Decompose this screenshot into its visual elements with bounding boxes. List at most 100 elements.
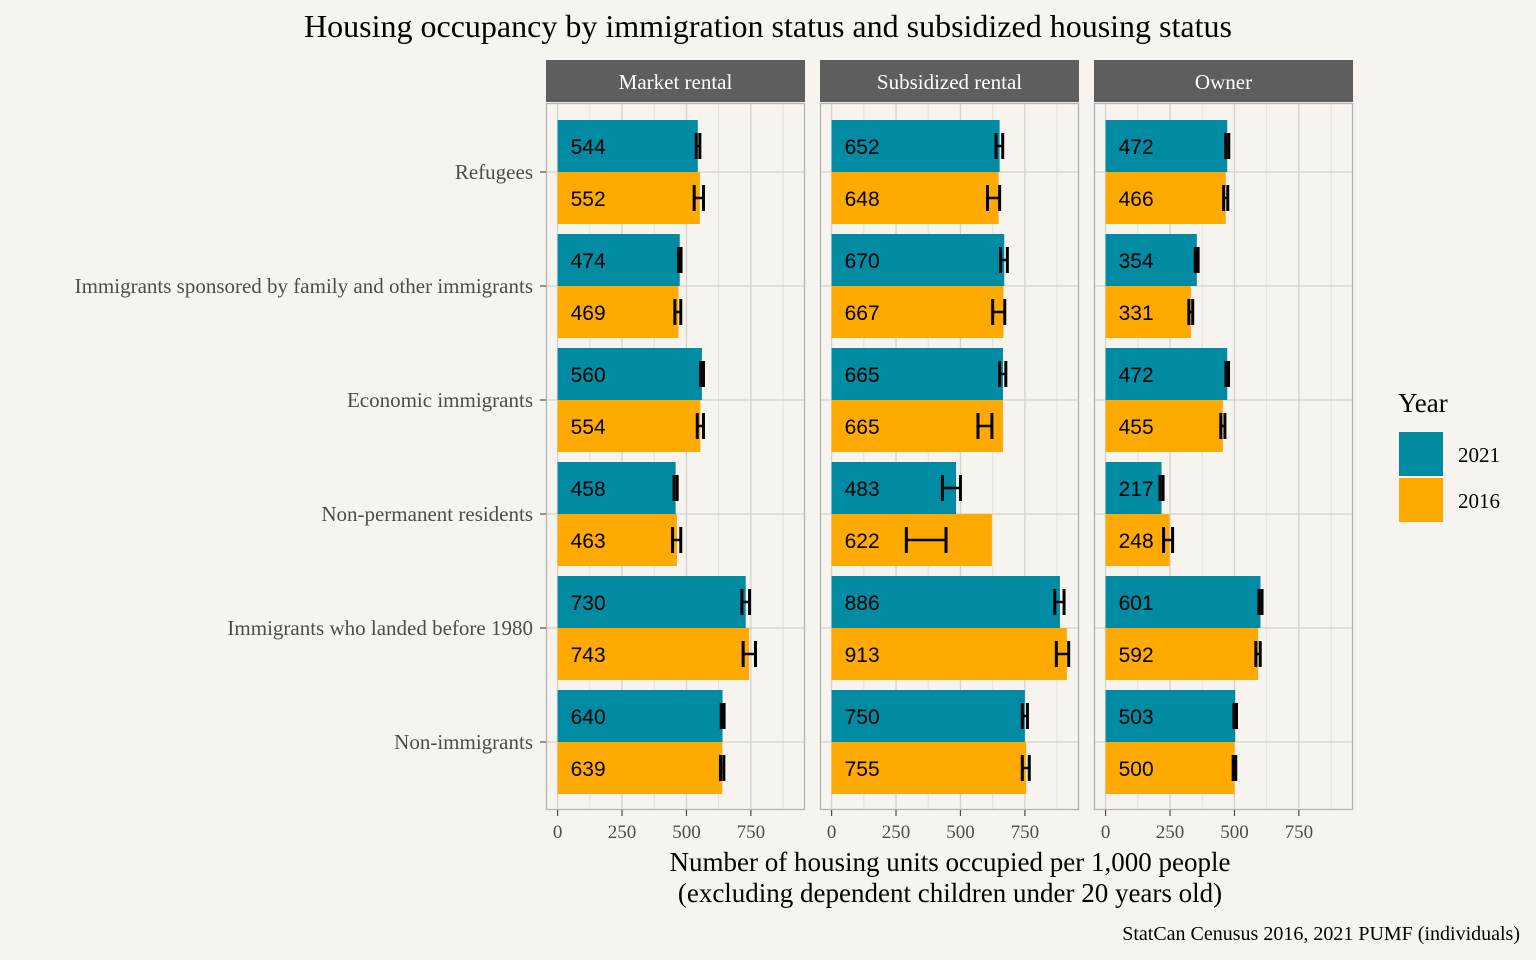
bar-market-rental-economic-immigrants-2021: [557, 348, 702, 400]
data-label-owner-refugees-2016: 466: [1119, 188, 1154, 211]
error-bar-subsidized-rental-immigrants-sponsored-by-family-and-other-immigrants-2021: [999, 247, 1009, 273]
data-label-owner-immigrants-sponsored-by-family-and-other-immigrants-2021: 354: [1119, 250, 1154, 273]
bar-subsidized-rental-non-immigrants-2021: [831, 690, 1025, 742]
error-bar-market-rental-economic-immigrants-2021: [699, 361, 705, 387]
bar-subsidized-rental-immigrants-sponsored-by-family-and-other-immigrants-2021: [831, 234, 1005, 286]
error-bar-owner-non-permanent-residents-2016: [1162, 527, 1175, 553]
error-bar-market-rental-non-immigrants-2016: [718, 755, 726, 781]
strip-subsidized-rental: [820, 60, 1079, 102]
data-label-owner-non-immigrants-2016: 500: [1119, 758, 1154, 781]
data-label-subsidized-rental-non-permanent-residents-2016: 622: [845, 530, 880, 553]
data-label-market-rental-economic-immigrants-2016: 554: [571, 416, 606, 439]
bar-subsidized-rental-immigrants-sponsored-by-family-and-other-immigrants-2016: [831, 286, 1004, 338]
error-bar-owner-non-permanent-residents-2021: [1158, 475, 1165, 501]
data-label-market-rental-non-permanent-residents-2016: 463: [571, 530, 606, 553]
x-tick-label: 750: [1011, 822, 1040, 843]
x-tick-label: 750: [737, 822, 766, 843]
bar-owner-refugees-2016: [1105, 172, 1226, 224]
bar-owner-immigrants-who-landed-before-1980-2016: [1105, 628, 1259, 680]
data-label-owner-immigrants-sponsored-by-family-and-other-immigrants-2016: 331: [1119, 302, 1154, 325]
legend-label-2016: 2016: [1458, 489, 1500, 513]
error-bar-subsidized-rental-non-immigrants-2016: [1020, 755, 1031, 781]
bar-subsidized-rental-non-immigrants-2016: [831, 742, 1027, 794]
bar-subsidized-rental-non-permanent-residents-2021: [831, 462, 957, 514]
legend-title: Year: [1398, 388, 1448, 418]
error-bar-owner-non-immigrants-2021: [1232, 703, 1239, 729]
bar-owner-immigrants-sponsored-by-family-and-other-immigrants-2021: [1105, 234, 1197, 286]
panel-border-market-rental: [545, 102, 806, 811]
error-bar-subsidized-rental-immigrants-sponsored-by-family-and-other-immigrants-2016: [991, 299, 1007, 325]
error-bar-subsidized-rental-non-permanent-residents-2016: [904, 527, 948, 553]
bar-subsidized-rental-economic-immigrants-2021: [831, 348, 1003, 400]
category-label-immigrants-who-landed-before-1980: Immigrants who landed before 1980: [227, 616, 533, 640]
data-label-subsidized-rental-refugees-2016: 648: [845, 188, 880, 211]
chart-title: Housing occupancy by immigration status …: [304, 8, 1232, 44]
error-bar-subsidized-rental-economic-immigrants-2016: [976, 413, 994, 439]
error-bar-subsidized-rental-non-immigrants-2021: [1020, 703, 1029, 729]
x-tick-label: 0: [553, 822, 563, 843]
data-label-subsidized-rental-immigrants-sponsored-by-family-and-other-immigrants-2016: 667: [845, 302, 880, 325]
bar-subsidized-rental-refugees-2016: [831, 172, 999, 224]
strip-label-market-rental: Market rental: [619, 70, 733, 94]
bar-owner-non-immigrants-2016: [1105, 742, 1235, 794]
x-tick-label: 500: [672, 822, 701, 843]
data-label-owner-non-permanent-residents-2021: 217: [1119, 478, 1154, 501]
error-bar-owner-economic-immigrants-2021: [1224, 361, 1231, 387]
data-label-owner-economic-immigrants-2016: 455: [1119, 416, 1154, 439]
data-label-owner-immigrants-who-landed-before-1980-2021: 601: [1119, 592, 1154, 615]
bar-subsidized-rental-immigrants-who-landed-before-1980-2016: [831, 628, 1067, 680]
bar-market-rental-economic-immigrants-2016: [557, 400, 701, 452]
data-label-market-rental-refugees-2016: 552: [571, 188, 606, 211]
bar-subsidized-rental-refugees-2021: [831, 120, 1000, 172]
error-bar-owner-non-immigrants-2016: [1231, 755, 1238, 781]
strip-label-subsidized-rental: Subsidized rental: [877, 70, 1022, 94]
bar-market-rental-immigrants-sponsored-by-family-and-other-immigrants-2016: [557, 286, 679, 338]
bar-owner-economic-immigrants-2016: [1105, 400, 1223, 452]
bar-market-rental-immigrants-who-landed-before-1980-2016: [557, 628, 750, 680]
strip-label-owner: Owner: [1195, 70, 1252, 94]
error-bar-owner-immigrants-sponsored-by-family-and-other-immigrants-2021: [1193, 247, 1200, 273]
data-label-subsidized-rental-immigrants-who-landed-before-1980-2021: 886: [845, 592, 880, 615]
error-bar-market-rental-non-immigrants-2021: [719, 703, 726, 729]
bar-market-rental-immigrants-sponsored-by-family-and-other-immigrants-2021: [557, 234, 680, 286]
error-bar-owner-economic-immigrants-2016: [1219, 413, 1227, 439]
x-tick-label: 250: [882, 822, 911, 843]
strip-owner: [1094, 60, 1353, 102]
panel-owner: Owner 472 354 472 217 601 503 466 331 455 248 592 50…: [1093, 60, 1354, 843]
data-label-subsidized-rental-non-permanent-residents-2021: 483: [845, 478, 880, 501]
category-label-non-immigrants: Non-immigrants: [394, 730, 533, 754]
facet-panels: Market rental 544 474 560 458 730 640 552 469 554…: [545, 60, 1354, 843]
bar-market-rental-non-immigrants-2021: [557, 690, 723, 742]
error-bar-market-rental-non-permanent-residents-2016: [671, 527, 683, 553]
x-tick-label: 500: [1220, 822, 1249, 843]
category-label-immigrants-sponsored-by-family-and-other-immigrants: Immigrants sponsored by family and other…: [75, 274, 533, 298]
category-label-non-permanent-residents: Non-permanent residents: [321, 502, 533, 526]
caption: StatCan Cenusus 2016, 2021 PUMF (individ…: [1122, 923, 1520, 945]
data-label-subsidized-rental-immigrants-sponsored-by-family-and-other-immigrants-2021: 670: [845, 250, 880, 273]
category-label-refugees: Refugees: [455, 160, 533, 184]
error-bar-market-rental-refugees-2021: [694, 133, 702, 159]
data-label-market-rental-immigrants-sponsored-by-family-and-other-immigrants-2016: 469: [571, 302, 606, 325]
x-tick-label: 750: [1285, 822, 1314, 843]
data-label-subsidized-rental-non-immigrants-2016: 755: [845, 758, 880, 781]
x-axis-title-line1: Number of housing units occupied per 1,0…: [670, 847, 1231, 877]
error-bar-owner-immigrants-who-landed-before-1980-2016: [1254, 641, 1262, 667]
bar-owner-immigrants-sponsored-by-family-and-other-immigrants-2016: [1105, 286, 1191, 338]
data-label-owner-non-permanent-residents-2016: 248: [1119, 530, 1154, 553]
data-label-market-rental-non-permanent-residents-2021: 458: [571, 478, 606, 501]
bar-owner-economic-immigrants-2021: [1105, 348, 1228, 400]
category-labels: Refugees Immigrants sponsored by family a…: [75, 160, 546, 754]
error-bar-market-rental-immigrants-sponsored-by-family-and-other-immigrants-2021: [676, 247, 683, 273]
data-label-market-rental-immigrants-sponsored-by-family-and-other-immigrants-2021: 474: [571, 250, 606, 273]
error-bar-subsidized-rental-immigrants-who-landed-before-1980-2016: [1054, 641, 1071, 667]
data-label-owner-refugees-2021: 472: [1119, 136, 1154, 159]
strip-market-rental: [546, 60, 805, 102]
bar-owner-non-immigrants-2021: [1105, 690, 1236, 742]
bar-subsidized-rental-immigrants-who-landed-before-1980-2021: [831, 576, 1060, 628]
panel-market-rental: Market rental 544 474 560 458 730 640 552 469 554…: [545, 60, 806, 843]
x-axis-title-line2: (excluding dependent children under 20 y…: [678, 878, 1222, 908]
error-bar-owner-refugees-2016: [1222, 185, 1230, 211]
data-label-subsidized-rental-economic-immigrants-2016: 665: [845, 416, 880, 439]
error-bar-market-rental-economic-immigrants-2016: [695, 413, 705, 439]
